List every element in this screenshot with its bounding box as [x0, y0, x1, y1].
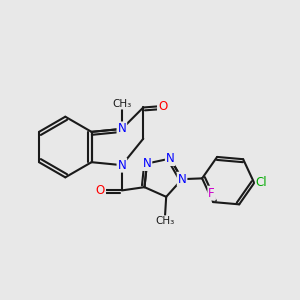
- Text: N: N: [142, 157, 151, 170]
- Text: O: O: [158, 100, 167, 112]
- Text: CH₃: CH₃: [155, 216, 174, 226]
- Text: CH₃: CH₃: [112, 99, 131, 109]
- Text: N: N: [118, 159, 126, 172]
- Text: N: N: [178, 173, 187, 186]
- Text: F: F: [208, 187, 215, 200]
- Text: N: N: [118, 122, 126, 135]
- Text: Cl: Cl: [256, 176, 268, 189]
- Text: O: O: [96, 184, 105, 197]
- Text: N: N: [166, 152, 175, 165]
